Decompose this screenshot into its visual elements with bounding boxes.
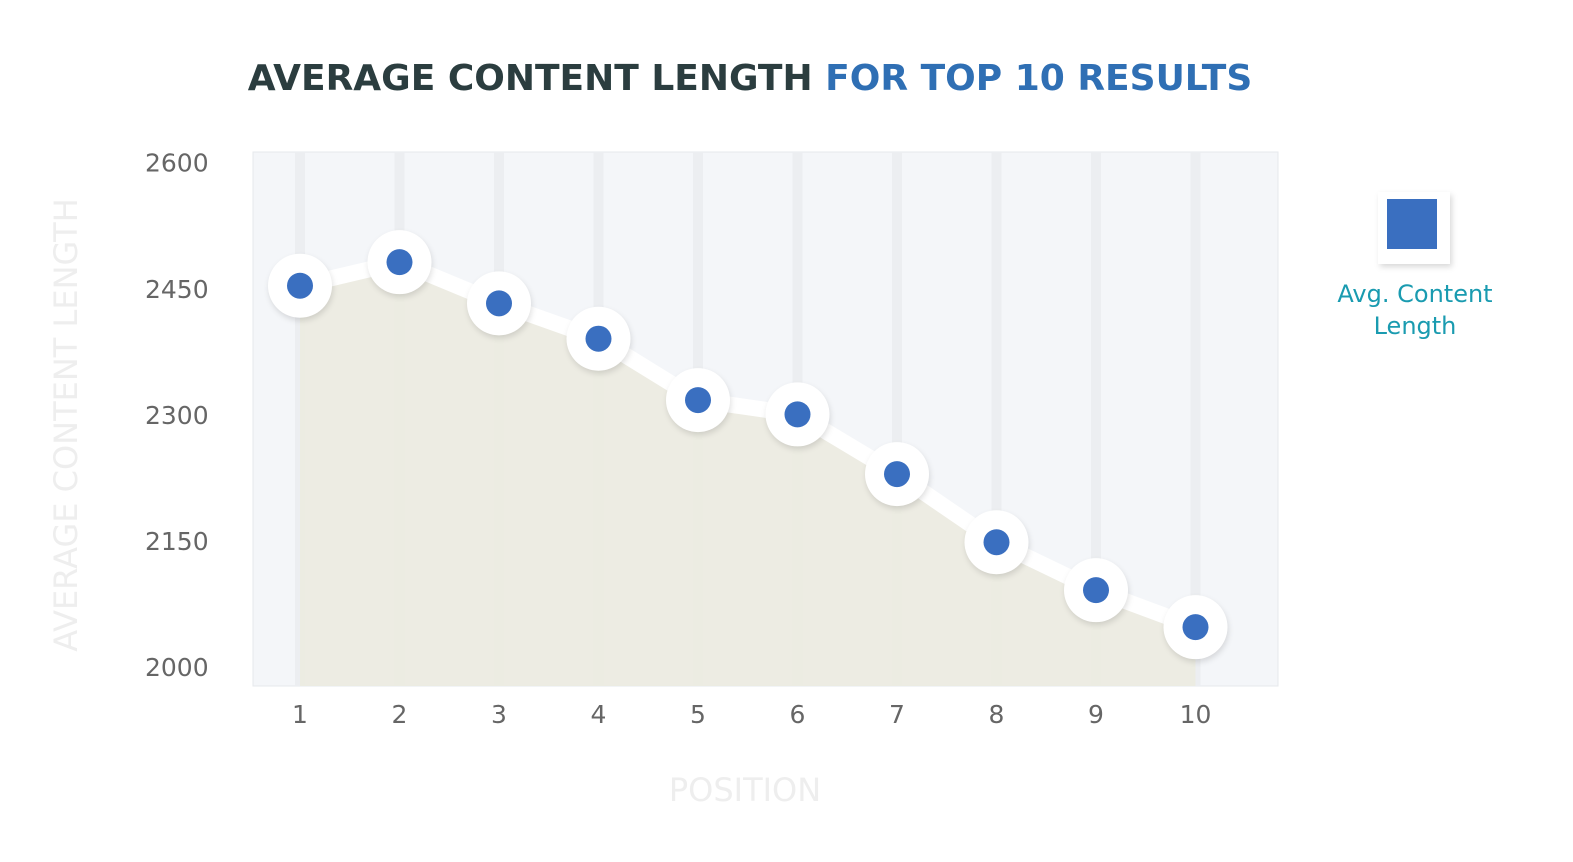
x-tick-label: 8 (989, 700, 1005, 729)
y-tick-label: 2450 (145, 275, 209, 304)
line (298, 254, 1199, 635)
chart-title: AVERAGE CONTENT LENGTH FOR TOP 10 RESULT… (248, 58, 1253, 99)
x-tick-label: 1 (292, 700, 308, 729)
y-tick-label: 2600 (145, 149, 209, 178)
x-tick-label: 2 (392, 700, 408, 729)
y-tick-label: 2150 (145, 527, 209, 556)
marker (1182, 614, 1209, 641)
x-tick-label: 7 (889, 700, 905, 729)
legend-swatch (1387, 199, 1437, 249)
marker (1083, 577, 1109, 604)
title-part: FOR TOP 10 RESULTS (825, 58, 1252, 99)
marker (884, 461, 910, 488)
marker (685, 387, 711, 414)
marker (983, 529, 1010, 556)
x-tick-label: 5 (690, 700, 706, 729)
category-stripe (991, 152, 1002, 686)
marker (784, 401, 811, 428)
x-tick-label: 3 (491, 700, 507, 729)
title-part: AVERAGE CONTENT LENGTH (248, 58, 813, 99)
x-axis-label: POSITION (669, 771, 821, 809)
category-stripe (1190, 152, 1201, 686)
x-tick-label: 6 (790, 700, 806, 729)
legend-label: Avg. Content Length (1337, 280, 1493, 340)
marker (585, 325, 612, 352)
x-tick-label: 9 (1088, 700, 1104, 729)
category-stripe (892, 152, 902, 686)
marker (486, 290, 512, 317)
y-axis-label: AVERAGE CONTENT LENGTH (47, 198, 85, 652)
y-tick-label: 2300 (145, 401, 209, 430)
x-tick-label: 4 (591, 700, 607, 729)
marker (386, 249, 413, 276)
y-tick-label: 2000 (145, 653, 209, 682)
area (300, 262, 1196, 686)
x-tick-label: 10 (1180, 700, 1212, 729)
marker (287, 272, 313, 299)
category-stripe (1091, 152, 1101, 686)
